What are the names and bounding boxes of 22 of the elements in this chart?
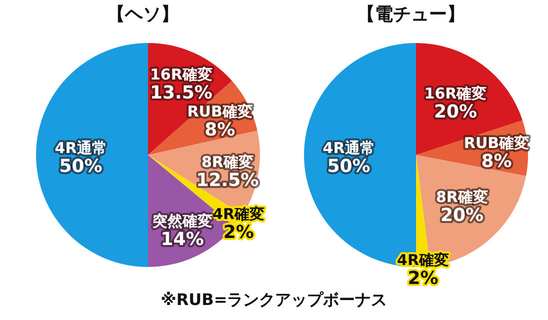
data-label: 20%: [440, 204, 484, 226]
slice-label: 突然確変: [151, 212, 212, 230]
slice-label: 4R通常: [322, 139, 375, 157]
data-label: 13.5%: [150, 82, 212, 104]
data-label: 50%: [327, 156, 370, 177]
data-label: 8%: [481, 150, 512, 172]
chart-title: 【電チュー】: [356, 3, 466, 26]
slice-label: RUB確変: [187, 102, 252, 120]
data-label: 2%: [223, 222, 254, 243]
slice-label: 8R確変: [436, 188, 488, 206]
data-label: 50%: [59, 156, 102, 177]
data-label: 8%: [204, 119, 236, 140]
data-label: 14%: [160, 228, 204, 250]
chart-title: 【ヘソ】: [106, 3, 180, 26]
slice-label: 16R確変: [150, 66, 212, 84]
data-label: 20%: [434, 102, 478, 123]
data-label: 2%: [408, 268, 438, 289]
slice-label: 16R確変: [424, 84, 487, 103]
slice-label: 4R通常: [54, 139, 107, 157]
slice-label: 8R確変: [201, 152, 254, 171]
pie-slice: [36, 43, 148, 267]
text: ※RUB=ランクアップボーナス: [160, 290, 388, 311]
